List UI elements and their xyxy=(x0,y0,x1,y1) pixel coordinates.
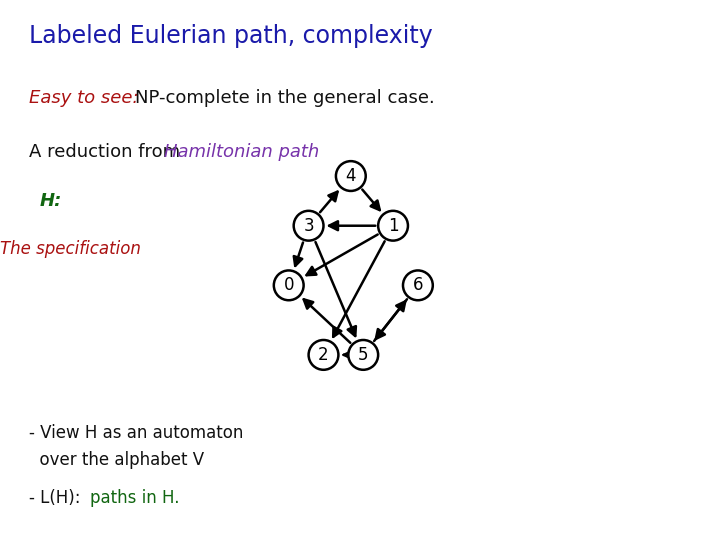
Text: 3: 3 xyxy=(303,217,314,235)
Circle shape xyxy=(309,340,338,370)
Text: 5: 5 xyxy=(358,346,369,364)
Text: - L(H):: - L(H): xyxy=(29,489,86,507)
Text: NP-complete in the general case.: NP-complete in the general case. xyxy=(135,89,435,107)
Text: Labeled Eulerian path, complexity: Labeled Eulerian path, complexity xyxy=(29,24,433,48)
Circle shape xyxy=(294,211,323,241)
Circle shape xyxy=(348,340,378,370)
Text: paths in H.: paths in H. xyxy=(90,489,179,507)
Text: over the alphabet V: over the alphabet V xyxy=(29,451,204,469)
Text: Hamiltonian path: Hamiltonian path xyxy=(164,143,320,161)
Text: A reduction from: A reduction from xyxy=(29,143,186,161)
Circle shape xyxy=(336,161,366,191)
Text: 6: 6 xyxy=(413,276,423,294)
Circle shape xyxy=(403,271,433,300)
Text: The specification: The specification xyxy=(0,240,141,258)
Circle shape xyxy=(274,271,304,300)
Text: 4: 4 xyxy=(346,167,356,185)
Text: H:: H: xyxy=(40,192,62,210)
Text: 1: 1 xyxy=(388,217,398,235)
Text: Easy to see:: Easy to see: xyxy=(29,89,144,107)
Text: 2: 2 xyxy=(318,346,329,364)
Circle shape xyxy=(378,211,408,241)
Text: 0: 0 xyxy=(284,276,294,294)
Text: - View H as an automaton: - View H as an automaton xyxy=(29,424,243,442)
